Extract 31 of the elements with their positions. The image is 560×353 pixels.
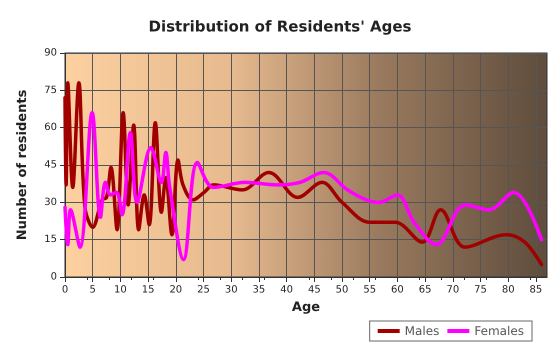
y-tick-label: 0 — [50, 272, 57, 282]
x-tick-label: 10 — [114, 284, 127, 296]
x-tick-label: 15 — [142, 284, 154, 296]
x-tick-label: 70 — [446, 284, 460, 296]
x-tick-label: 20 — [169, 284, 182, 296]
x-tick-label: 30 — [224, 284, 238, 296]
legend-label: Females — [474, 324, 524, 338]
y-tick-label: 75 — [44, 84, 57, 96]
x-tick-label: 80 — [502, 284, 515, 296]
x-tick-label: 45 — [308, 284, 321, 296]
x-tick-label: 50 — [336, 284, 348, 296]
y-tick-label: 45 — [44, 160, 57, 170]
x-tick-label: 25 — [197, 284, 210, 296]
x-tick-label: 85 — [530, 284, 542, 296]
y-axis-title: Number of residents — [15, 89, 30, 240]
x-tick-label: 0 — [62, 284, 68, 296]
legend-label: Males — [404, 324, 440, 338]
x-tick-label: 60 — [391, 284, 404, 296]
x-tick-label: 65 — [418, 284, 432, 296]
line-series — [63, 110, 544, 262]
x-axis-title: Age — [292, 300, 320, 315]
x-tick-label: 55 — [363, 284, 376, 296]
x-tick-label: 75 — [474, 284, 487, 296]
chart-title: Distribution of Residents' Ages — [148, 18, 412, 36]
x-tick-label: 35 — [252, 284, 266, 296]
y-tick-label: 60 — [44, 122, 57, 134]
y-tick-label: 90 — [44, 48, 57, 58]
x-tick-label: 40 — [280, 284, 293, 296]
y-tick-label: 30 — [44, 196, 57, 208]
y-tick-label: 15 — [44, 234, 57, 246]
x-tick-label: 5 — [90, 284, 96, 296]
